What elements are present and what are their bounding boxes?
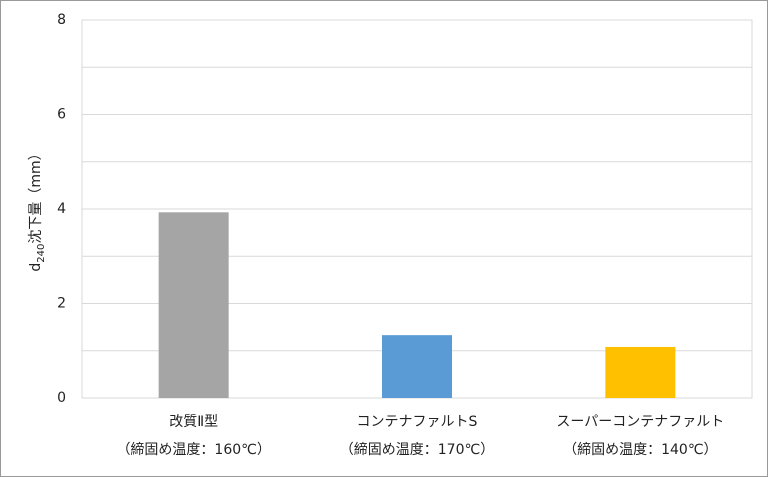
bar (382, 335, 452, 398)
y-tick-label: 8 (57, 12, 66, 28)
y-label-subscript: 240 (36, 244, 47, 263)
y-tick-label: 4 (57, 201, 66, 217)
bar (605, 346, 676, 398)
y-tick-label: 2 (57, 296, 66, 312)
x-tick-label: 改質Ⅱ型 (169, 414, 218, 430)
y-label-part: d (28, 263, 44, 272)
x-tick-label: スーパーコンテナファルト (556, 414, 724, 430)
y-tick-label: 6 (57, 107, 66, 123)
x-tick-label: （締固め温度：170℃） (340, 441, 494, 458)
y-tick-label: 0 (57, 390, 66, 406)
x-tick-label: （締固め温度：160℃） (116, 441, 270, 458)
y-label-part: 沈下量（mm） (28, 146, 44, 243)
bar (158, 212, 229, 398)
x-tick-label: （締固め温度：140℃） (563, 441, 717, 458)
x-tick-label: コンテナファルトS (357, 414, 478, 430)
y-axis-label: d240沈下量（mm） (28, 146, 47, 271)
